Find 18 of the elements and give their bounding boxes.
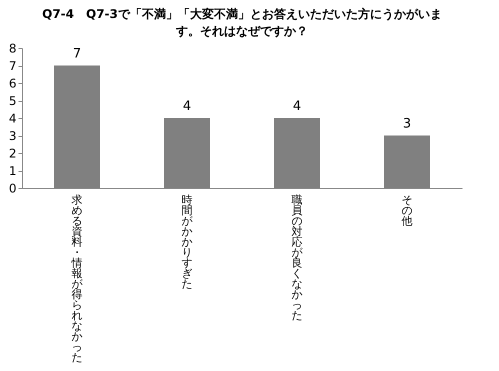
y-tick-label: 4 [8,112,16,126]
y-tick-label: 3 [8,129,16,143]
y-tick-label: 8 [8,42,16,56]
data-label: 4 [292,99,302,114]
category-label: 時間がかかりすぎた [182,194,192,290]
y-tick-label: 0 [8,182,16,196]
y-tick-label: 6 [8,76,16,90]
chart-title: Q7-4 Q7-3で「不満」「大変不満」とお答えいただいた方にうかがいます。それはなぜですか？ [42,7,442,38]
data-label: 7 [72,46,82,62]
y-tick-label: 5 [8,94,16,108]
data-label: 3 [402,116,412,132]
category-label: 求める資料・情報が得られなかった [72,194,82,364]
y-tick-label: 1 [8,164,16,178]
y-tick-label: 7 [8,59,16,73]
data-label: 4 [182,99,192,114]
category-label: 職員の対応が良くなかった [292,194,302,322]
y-tick-label: 2 [8,146,16,160]
x-tick-label: その他 [402,194,412,228]
